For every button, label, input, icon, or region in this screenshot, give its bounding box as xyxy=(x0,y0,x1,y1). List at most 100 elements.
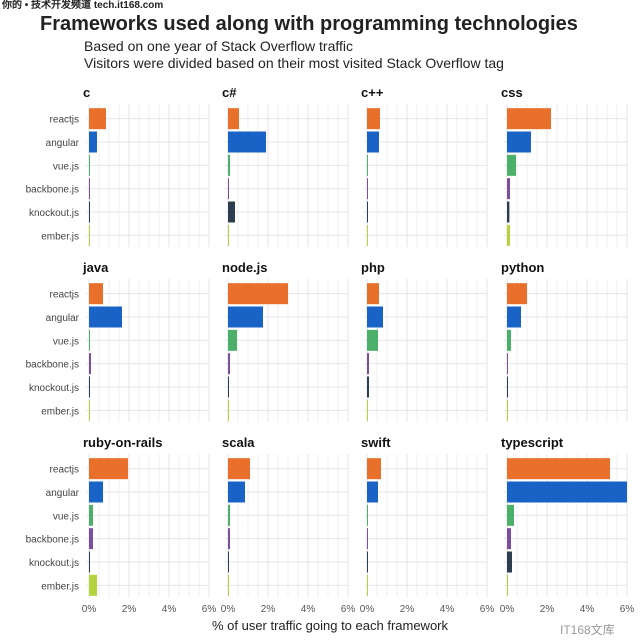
bar-java-vue.js xyxy=(89,329,90,351)
bar-java-backbone.js xyxy=(89,353,91,375)
category-label: ember.js xyxy=(41,231,79,242)
bar-c-backbone.js xyxy=(89,178,90,200)
bar-scala-angular xyxy=(228,481,245,503)
x-tick-label: 0% xyxy=(360,604,375,615)
panel-title: c# xyxy=(222,85,237,100)
panel-title: ruby-on-rails xyxy=(83,435,162,450)
bar-css-angular xyxy=(507,131,531,153)
bar-c++-reactjs xyxy=(367,108,380,130)
x-tick-label: 6% xyxy=(341,604,356,615)
watermark: 你的 • 技术开发频道 tech.it168.com xyxy=(2,0,164,11)
bar-ruby-on-rails-backbone.js xyxy=(89,528,93,550)
bar-c++-angular xyxy=(367,131,379,153)
panel-title: css xyxy=(501,85,523,100)
bar-swift-reactjs xyxy=(367,458,381,480)
x-tick-label: 4% xyxy=(162,604,177,615)
bar-php-backbone.js xyxy=(367,353,369,375)
bar-scala-knockout.js xyxy=(228,551,229,573)
bar-php-knockout.js xyxy=(367,376,369,398)
bar-php-reactjs xyxy=(367,283,379,305)
chart-subtitle-2: Visitors were divided based on their mos… xyxy=(84,55,504,71)
category-label: knockout.js xyxy=(29,558,79,569)
bar-css-vue.js xyxy=(507,154,516,176)
bar-c++-knockout.js xyxy=(367,201,368,223)
x-tick-label: 6% xyxy=(480,604,495,615)
category-label: backbone.js xyxy=(26,360,79,371)
bar-css-knockout.js xyxy=(507,201,510,223)
bar-python-knockout.js xyxy=(507,376,508,398)
x-tick-label: 2% xyxy=(261,604,276,615)
bar-typescript-reactjs xyxy=(507,458,610,480)
bar-c-knockout.js xyxy=(89,201,90,223)
category-label: backbone.js xyxy=(26,185,79,196)
bar-ruby-on-rails-angular xyxy=(89,481,103,503)
bar-node.js-reactjs xyxy=(228,283,288,305)
category-label: angular xyxy=(46,313,80,324)
bar-swift-angular xyxy=(367,481,378,503)
x-tick-label: 4% xyxy=(580,604,595,615)
bar-css-backbone.js xyxy=(507,178,510,200)
panel-title: typescript xyxy=(501,435,564,450)
x-tick-label: 6% xyxy=(202,604,217,615)
bar-scala-vue.js xyxy=(228,504,230,526)
bar-python-backbone.js xyxy=(507,353,508,375)
x-tick-label: 0% xyxy=(82,604,97,615)
category-label: vue.js xyxy=(53,511,79,522)
bar-c#-knockout.js xyxy=(228,201,235,223)
bar-python-vue.js xyxy=(507,329,511,351)
bar-java-reactjs xyxy=(89,283,103,305)
bar-css-ember.js xyxy=(507,224,510,246)
bar-python-angular xyxy=(507,306,521,328)
panel-title: c++ xyxy=(361,85,384,100)
bar-php-angular xyxy=(367,306,383,328)
bar-java-angular xyxy=(89,306,122,328)
chart-subtitle-1: Based on one year of Stack Overflow traf… xyxy=(84,38,353,54)
chart-title: Frameworks used along with programming t… xyxy=(40,13,578,35)
bar-scala-reactjs xyxy=(228,458,250,480)
category-label: vue.js xyxy=(53,161,79,172)
panel-title: c xyxy=(83,85,90,100)
category-label: knockout.js xyxy=(29,208,79,219)
bar-swift-knockout.js xyxy=(367,551,368,573)
x-axis-label: % of user traffic going to each framewor… xyxy=(212,618,449,633)
bar-c#-reactjs xyxy=(228,108,239,130)
x-tick-label: 4% xyxy=(301,604,316,615)
bar-php-ember.js xyxy=(367,399,368,421)
bar-typescript-vue.js xyxy=(507,504,514,526)
bar-node.js-angular xyxy=(228,306,263,328)
bar-python-reactjs xyxy=(507,283,527,305)
bar-java-knockout.js xyxy=(89,376,90,398)
panel-title: swift xyxy=(361,435,391,450)
bar-c-angular xyxy=(89,131,97,153)
bar-php-vue.js xyxy=(367,329,378,351)
x-tick-label: 2% xyxy=(122,604,137,615)
bar-node.js-knockout.js xyxy=(228,376,229,398)
bar-c-ember.js xyxy=(89,224,90,246)
bar-node.js-vue.js xyxy=(228,329,237,351)
bar-ruby-on-rails-ember.js xyxy=(89,574,97,596)
category-label: ember.js xyxy=(41,406,79,417)
category-label: reactjs xyxy=(50,290,79,301)
bar-scala-backbone.js xyxy=(228,528,230,550)
bar-c#-vue.js xyxy=(228,154,230,176)
category-label: angular xyxy=(46,488,80,499)
bar-c-reactjs xyxy=(89,108,106,130)
panel-title: java xyxy=(82,260,109,275)
x-tick-label: 0% xyxy=(221,604,236,615)
category-label: backbone.js xyxy=(26,535,79,546)
bar-css-reactjs xyxy=(507,108,551,130)
panel-title: node.js xyxy=(222,260,268,275)
x-tick-label: 2% xyxy=(540,604,555,615)
bar-java-ember.js xyxy=(89,399,90,421)
panel-title: scala xyxy=(222,435,255,450)
bar-c++-vue.js xyxy=(367,154,368,176)
bar-scala-ember.js xyxy=(228,574,229,596)
bar-c#-ember.js xyxy=(228,224,229,246)
bar-c++-backbone.js xyxy=(367,178,368,200)
x-tick-label: 6% xyxy=(620,604,635,615)
bar-swift-vue.js xyxy=(367,504,368,526)
bar-c-vue.js xyxy=(89,154,90,176)
panel-title: php xyxy=(361,260,385,275)
bar-c#-backbone.js xyxy=(228,178,229,200)
bar-ruby-on-rails-knockout.js xyxy=(89,551,90,573)
